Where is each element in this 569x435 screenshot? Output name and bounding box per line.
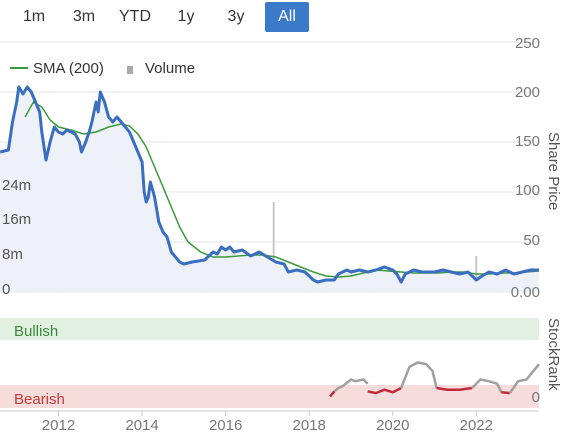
stockrank-segment	[399, 361, 438, 389]
share-price-axis-title: Share Price	[545, 132, 562, 210]
volume-tick: 24m	[2, 177, 31, 194]
x-tick-label: 2012	[42, 417, 75, 434]
price-tick: 100	[515, 182, 540, 199]
rank-zero-tick: 0	[532, 389, 540, 406]
stockrank-segment	[329, 390, 336, 398]
volume-legend-label[interactable]: Volume	[145, 60, 195, 77]
range-button-3m[interactable]: 3m	[72, 8, 96, 25]
price-line	[0, 85, 539, 284]
bearish-label: Bearish	[14, 391, 65, 408]
stockrank-segment	[367, 386, 402, 395]
bullish-label: Bullish	[14, 323, 58, 340]
stockrank-segment	[508, 363, 540, 394]
volume-tick: 0	[2, 281, 10, 298]
range-button-1m[interactable]: 1m	[22, 8, 46, 25]
stockrank-segment	[333, 381, 348, 393]
stockrank-segment	[346, 378, 369, 385]
x-axis-ticks: 2012 2014 2016 2018 2020 2022	[42, 411, 493, 434]
range-button-all[interactable]: All	[265, 2, 309, 32]
price-tick: 250	[515, 35, 540, 52]
sma-legend-label[interactable]: SMA (200)	[33, 60, 104, 77]
stockrank-axis-title: StockRank	[545, 318, 562, 391]
range-button-3y[interactable]: 3y	[227, 8, 245, 25]
stockrank-segment	[501, 391, 510, 395]
range-button-1y[interactable]: 1y	[177, 8, 195, 25]
price-tick: 200	[515, 84, 540, 101]
price-area	[0, 87, 539, 292]
range-button-ytd[interactable]: YTD	[119, 8, 151, 25]
price-tick: 0.00	[511, 284, 540, 301]
bearish-zone	[0, 385, 539, 408]
x-tick-label: 2022	[460, 417, 493, 434]
volume-bar	[272, 202, 275, 292]
bullish-zone	[0, 318, 539, 340]
volume-tick: 16m	[2, 211, 31, 228]
volume-tick: 8m	[2, 246, 23, 263]
stockrank-segment	[471, 378, 503, 393]
stockrank-segment	[436, 386, 473, 391]
price-tick: 50	[523, 232, 540, 249]
price-tick: 150	[515, 133, 540, 150]
sma-line	[24, 100, 540, 278]
x-tick-label: 2014	[125, 417, 158, 434]
x-tick-label: 2020	[376, 417, 409, 434]
stockrank-line	[329, 361, 540, 398]
volume-legend-swatch	[127, 66, 133, 74]
x-tick-label: 2016	[209, 417, 242, 434]
x-tick-label: 2018	[293, 417, 326, 434]
